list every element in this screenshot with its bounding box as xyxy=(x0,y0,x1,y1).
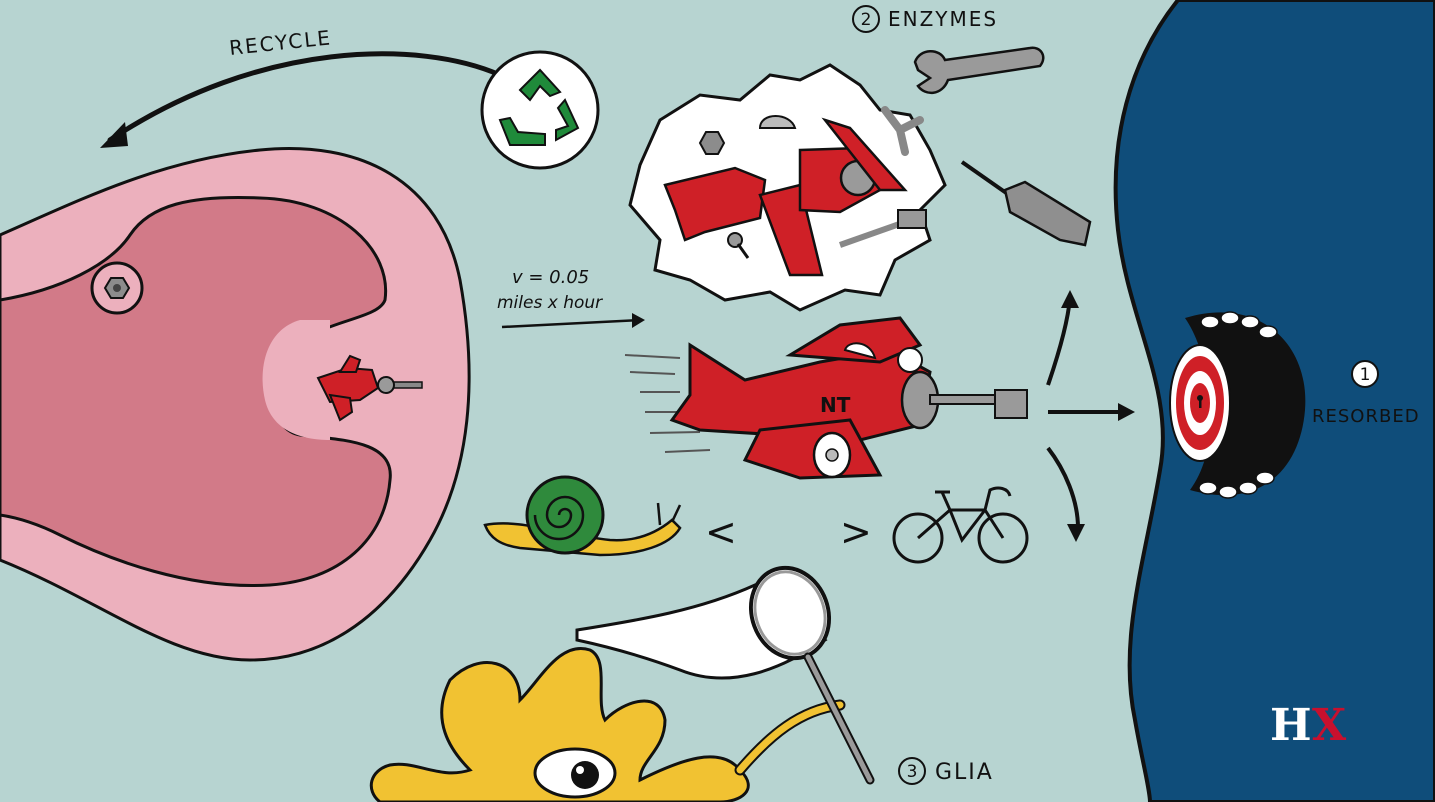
snail-icon xyxy=(483,475,682,557)
resorbed-label: RESORBED xyxy=(1312,406,1420,427)
hx-logo: H X xyxy=(1270,700,1347,751)
logo-letter-h: H xyxy=(1270,700,1312,751)
enzyme-explosion xyxy=(628,63,947,312)
recycle-arrow xyxy=(107,51,503,143)
presynaptic-terminal xyxy=(0,147,471,662)
resorbed-number: 1 xyxy=(1360,365,1371,385)
logo-letter-x: X xyxy=(1312,700,1347,751)
key-icon xyxy=(838,209,927,248)
recycle-icon xyxy=(480,50,600,170)
enzymes-label: ENZYMES xyxy=(888,7,998,31)
plane-tag: NT xyxy=(820,393,851,417)
velocity-units: miles x hour xyxy=(497,293,603,313)
butterfly-net-icon xyxy=(575,565,875,785)
enzymes-number: 2 xyxy=(861,10,872,30)
screwdriver-icon xyxy=(960,160,1092,247)
glia-eye-icon xyxy=(533,747,617,799)
bicycle-icon xyxy=(892,486,1029,564)
wrench-icon xyxy=(913,46,1045,94)
glia-number: 3 xyxy=(907,762,918,782)
nut-icon xyxy=(698,131,726,155)
target-icon xyxy=(1169,344,1231,462)
propeller-icon xyxy=(881,106,924,156)
neurotransmitter-plane: NT xyxy=(624,316,1028,480)
less-than-sign: < xyxy=(705,510,737,554)
glia-cell xyxy=(369,646,846,802)
reuptake-mouth xyxy=(1169,311,1306,499)
glia-label: GLIA xyxy=(935,760,994,785)
small-plane-icon xyxy=(316,354,423,422)
bolt-icon xyxy=(727,232,750,259)
velocity-value: v = 0.05 xyxy=(512,267,589,288)
recycle-label: RECYCLE xyxy=(228,25,333,60)
greater-than-sign: > xyxy=(840,510,872,554)
key-icon xyxy=(929,389,1028,419)
